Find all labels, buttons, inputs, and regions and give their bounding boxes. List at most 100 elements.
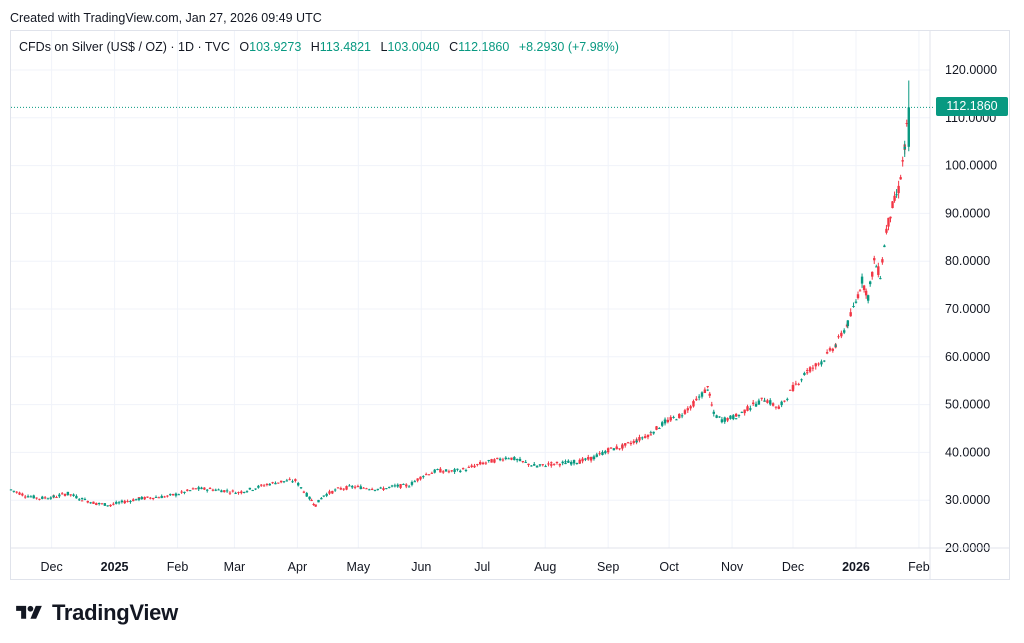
candle-body — [749, 408, 752, 410]
candle — [262, 483, 266, 487]
candle — [95, 503, 98, 506]
candle-body — [541, 464, 544, 466]
candle — [379, 486, 382, 489]
candle — [291, 479, 294, 483]
candle — [436, 468, 439, 471]
candle — [510, 457, 513, 461]
candle-body — [840, 332, 843, 337]
candle-body — [808, 367, 812, 372]
candle-body — [288, 479, 291, 481]
candle-body — [680, 415, 684, 417]
candle-body — [740, 411, 744, 413]
candle-body — [464, 469, 468, 471]
candle — [695, 396, 698, 401]
candle-body — [891, 201, 894, 209]
candle-body — [672, 416, 675, 418]
close-label: C — [449, 40, 459, 54]
candle-body — [58, 494, 61, 497]
candle-body — [852, 306, 855, 308]
candle — [555, 461, 559, 465]
candle-body — [38, 498, 41, 500]
candle-body — [666, 419, 670, 423]
candle — [260, 483, 263, 487]
chart-frame[interactable] — [10, 30, 1010, 580]
candle-body — [743, 409, 746, 414]
candle — [624, 443, 627, 448]
candle — [251, 489, 254, 492]
candle — [732, 414, 735, 421]
candle — [706, 385, 709, 389]
candle-body — [419, 476, 422, 480]
candle-body — [46, 498, 50, 500]
candle-body — [405, 484, 408, 487]
candle — [729, 415, 732, 420]
candle — [760, 397, 763, 401]
candle-body — [615, 446, 618, 450]
y-tick-label: 40.0000 — [945, 445, 990, 459]
candle-body — [569, 462, 573, 465]
candle-body — [734, 413, 738, 417]
candle — [592, 454, 596, 461]
candle-body — [774, 406, 778, 408]
candle — [626, 441, 630, 444]
candle-body — [675, 419, 678, 421]
candle — [655, 425, 658, 431]
candle — [584, 457, 587, 462]
candle-body — [109, 504, 112, 506]
candle-body — [496, 457, 499, 459]
candle-body — [120, 500, 124, 503]
candle-body — [166, 495, 169, 497]
candle-body — [864, 290, 868, 296]
open-value: 103.9273 — [249, 40, 302, 54]
candle — [55, 495, 58, 499]
candle-body — [751, 402, 755, 404]
candle-body — [21, 493, 24, 496]
candle — [174, 492, 178, 498]
candle-body — [643, 436, 647, 438]
candle — [29, 495, 33, 498]
candle-body — [171, 493, 175, 496]
candle — [544, 464, 547, 468]
candle — [46, 497, 50, 500]
candle-body — [606, 450, 610, 453]
candle-body — [410, 482, 414, 485]
candle — [169, 493, 172, 497]
candle-body — [248, 487, 252, 490]
candle-body — [484, 462, 488, 464]
candle — [777, 404, 780, 410]
candle-body — [678, 414, 681, 416]
candle — [858, 288, 862, 292]
candle — [151, 497, 155, 501]
candle-body — [356, 485, 360, 487]
candle — [788, 389, 792, 391]
candle-body — [595, 454, 598, 457]
candle-body — [530, 465, 533, 467]
candle — [166, 495, 169, 498]
candle-body — [422, 476, 425, 478]
candle-body — [277, 482, 280, 484]
candle-body — [646, 434, 650, 438]
candle — [183, 491, 186, 495]
symbol-title[interactable]: CFDs on Silver (US$ / OZ) · 1D · TVC — [19, 40, 230, 54]
candle — [376, 488, 380, 491]
candle — [521, 460, 525, 464]
candle — [871, 271, 874, 280]
candle — [481, 461, 485, 465]
candle — [552, 463, 556, 466]
candle-body — [188, 490, 192, 492]
candle — [257, 484, 260, 489]
candle-body — [652, 431, 655, 434]
candle-body — [60, 493, 64, 495]
candle-body — [279, 480, 283, 483]
candle — [282, 481, 286, 484]
tradingview-logo[interactable]: TradingView — [12, 600, 178, 626]
candle — [678, 413, 681, 417]
candle — [901, 156, 904, 167]
candle-body — [459, 470, 462, 473]
candle — [501, 457, 505, 462]
candle — [769, 398, 772, 406]
candle — [569, 460, 573, 466]
candle-body — [351, 486, 354, 488]
candle-body — [80, 500, 84, 502]
